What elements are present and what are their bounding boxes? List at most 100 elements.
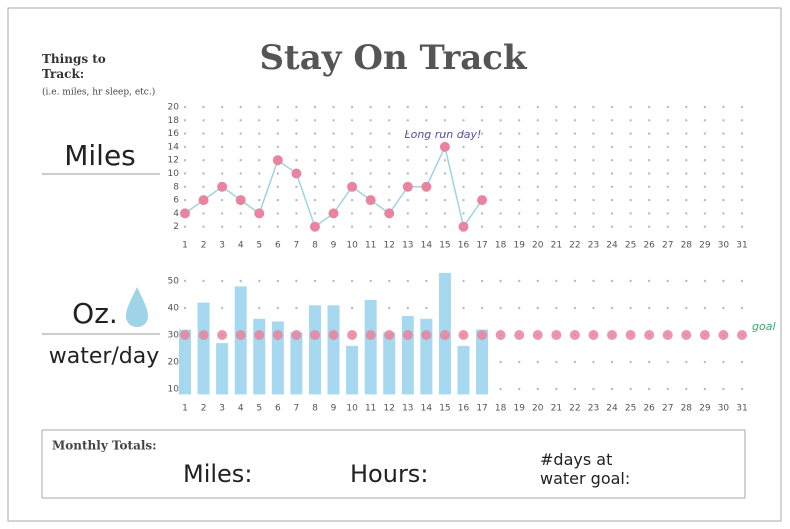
- grid-dot: [350, 105, 354, 109]
- grid-dot: [462, 198, 465, 202]
- goal-point: [699, 330, 710, 340]
- grid-dot: [369, 132, 372, 135]
- goal-point: [328, 330, 339, 340]
- bar: [364, 299, 377, 395]
- y-tick-label: 20: [168, 103, 180, 113]
- grid-dot: [332, 105, 335, 109]
- x-tick-label: 15: [439, 241, 450, 251]
- grid-dot: [685, 279, 688, 283]
- grid-dot: [388, 185, 391, 188]
- grid-dot: [258, 105, 261, 109]
- grid-dot: [740, 306, 744, 310]
- grid-dot: [518, 172, 521, 175]
- x-tick-label: 2: [201, 241, 207, 251]
- goal-point: [569, 330, 580, 340]
- grid-dot: [536, 198, 539, 202]
- total-field: Miles:: [183, 460, 252, 488]
- grid-dot: [592, 306, 595, 310]
- data-point: [272, 155, 283, 166]
- grid-dot: [425, 225, 428, 228]
- x-tick-label: 25: [625, 241, 636, 251]
- bar: [476, 329, 489, 395]
- totals-box: [41, 429, 746, 499]
- grid-dot: [462, 279, 465, 283]
- grid-dot: [592, 360, 595, 364]
- data-point: [421, 181, 432, 192]
- x-tick-label: 6: [275, 241, 281, 251]
- grid-dot: [518, 105, 521, 109]
- grid-dot: [239, 172, 242, 175]
- grid-dot: [555, 360, 558, 364]
- data-point: [477, 195, 488, 206]
- grid-dot: [573, 360, 577, 364]
- x-tick-label: 8: [312, 241, 318, 251]
- grid-dot: [610, 387, 614, 391]
- grid-dot: [499, 198, 502, 202]
- grid-dot: [406, 279, 409, 283]
- grid-dot: [685, 145, 688, 149]
- grid-dot: [610, 132, 614, 135]
- grid-dot: [239, 145, 242, 149]
- grid-dot: [276, 185, 280, 188]
- grid-dot: [202, 119, 205, 122]
- grid-dot: [722, 279, 725, 283]
- grid-dot: [425, 172, 428, 175]
- grid-dot: [703, 105, 707, 109]
- x-tick-label: 21: [551, 404, 562, 414]
- grid-dot: [332, 172, 335, 175]
- data-point: [235, 195, 246, 206]
- grid-dot: [183, 185, 187, 188]
- grid-dot: [722, 119, 725, 122]
- x-tick-label: 29: [699, 404, 711, 414]
- grid-dot: [740, 198, 744, 202]
- grid-dot: [406, 172, 409, 175]
- grid-dot: [592, 212, 595, 215]
- grid-dot: [313, 119, 317, 122]
- grid-dot: [183, 279, 187, 283]
- grid-dot: [536, 159, 539, 162]
- grid-dot: [722, 212, 725, 215]
- grid-dot: [258, 306, 261, 310]
- goal-point: [217, 330, 228, 340]
- grid-dot: [666, 105, 669, 109]
- grid-dot: [555, 159, 558, 162]
- goal-point: [718, 330, 729, 340]
- grid-dot: [332, 225, 335, 228]
- grid-dot: [722, 225, 725, 228]
- grid-dot: [499, 132, 502, 135]
- grid-dot: [220, 172, 224, 175]
- grid-dot: [202, 145, 205, 149]
- grid-dot: [295, 185, 298, 188]
- grid-dot: [425, 279, 428, 283]
- data-point: [402, 181, 413, 192]
- grid-dot: [573, 145, 577, 149]
- grid-dot: [313, 185, 317, 188]
- grid-dot: [202, 212, 205, 215]
- grid-dot: [332, 159, 335, 162]
- grid-dot: [295, 306, 298, 310]
- y-tick-label: 6: [173, 196, 179, 206]
- grid-dot: [629, 105, 632, 109]
- grid-dot: [350, 279, 354, 283]
- grid-dot: [555, 198, 558, 202]
- grid-dot: [406, 159, 409, 162]
- grid-dot: [610, 279, 614, 283]
- data-point: [291, 168, 302, 179]
- grid-dot: [276, 105, 280, 109]
- grid-dot: [573, 225, 577, 228]
- grid-dot: [647, 279, 651, 283]
- grid-dot: [276, 172, 280, 175]
- chart-label: Oz.: [72, 297, 118, 330]
- grid-dot: [332, 119, 335, 122]
- grid-dot: [220, 212, 224, 215]
- grid-dot: [406, 105, 409, 109]
- grid-dot: [685, 198, 688, 202]
- grid-dot: [406, 198, 409, 202]
- grid-dot: [295, 198, 298, 202]
- grid-dot: [480, 306, 484, 310]
- grid-dot: [740, 225, 744, 228]
- grid-dot: [592, 198, 595, 202]
- grid-dot: [239, 225, 242, 228]
- grid-dot: [647, 360, 651, 364]
- grid-dot: [647, 105, 651, 109]
